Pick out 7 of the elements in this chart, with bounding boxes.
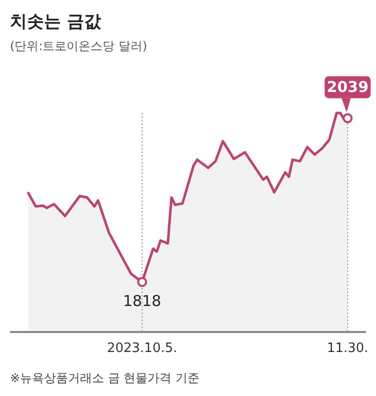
data-label: 1818 [123, 292, 162, 310]
x-tick-label: 11.30. [326, 341, 368, 356]
chart-subtitle: (단위:트로이온스당 달러) [10, 39, 148, 53]
data-label: 2039 [326, 78, 369, 96]
annotation: ※뉴욕상품거래소 금 현물가격 기준 [10, 371, 200, 385]
x-tick-label: 2023.10.5. [106, 341, 178, 356]
chart-title: 치솟는 금값 [10, 12, 102, 32]
